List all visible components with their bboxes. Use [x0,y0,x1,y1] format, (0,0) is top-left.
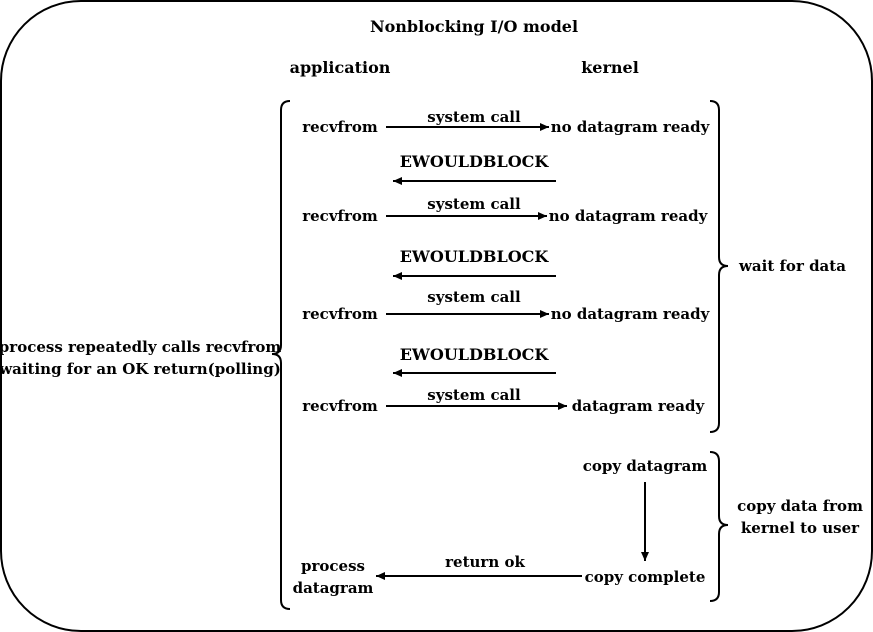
system-call-label: system call [427,108,521,126]
step-2: recvfrom system call no datagram ready E… [302,195,709,280]
copy-datagram-label: copy datagram [583,457,708,475]
system-call-label: system call [427,195,521,213]
ewouldblock-label: EWOULDBLOCK [400,247,550,266]
kernel-status-label: no datagram ready [551,305,711,323]
step-4: recvfrom system call datagram ready [302,386,705,415]
left-label-line-1: process repeatedly calls recvfrom [0,338,281,356]
recvfrom-label: recvfrom [302,118,378,136]
wait-for-data-label: wait for data [738,257,846,275]
left-brace [271,100,291,610]
kernel-column-header: kernel [581,58,639,77]
process-datagram-line-2: datagram [293,579,374,597]
recvfrom-label: recvfrom [302,207,378,225]
ewouldblock-label: EWOULDBLOCK [400,345,550,364]
process-datagram-line-1: process [301,557,365,575]
diagram-title: Nonblocking I/O model [370,17,578,36]
application-column-header: application [290,58,391,77]
recvfrom-label: recvfrom [302,397,378,415]
return-ok-label: return ok [445,553,525,571]
ewouldblock-label: EWOULDBLOCK [400,152,550,171]
kernel-status-label: no datagram ready [549,207,709,225]
step-1: recvfrom system call no datagram ready E… [302,108,711,185]
copy-data-label-line-2: kernel to user [741,519,860,537]
copy-data-label-line-1: copy data from [737,497,863,515]
kernel-status-label: no datagram ready [551,118,711,136]
left-label-line-2: waiting for an OK return(polling) [0,360,281,378]
step-3: recvfrom system call no datagram ready E… [302,288,711,377]
system-call-label: system call [427,288,521,306]
recvfrom-label: recvfrom [302,305,378,323]
copy-complete-label: copy complete [585,568,706,586]
system-call-label: system call [427,386,521,404]
copy-data-brace [709,451,729,602]
kernel-status-label: datagram ready [572,397,706,415]
wait-for-data-brace [709,100,729,433]
